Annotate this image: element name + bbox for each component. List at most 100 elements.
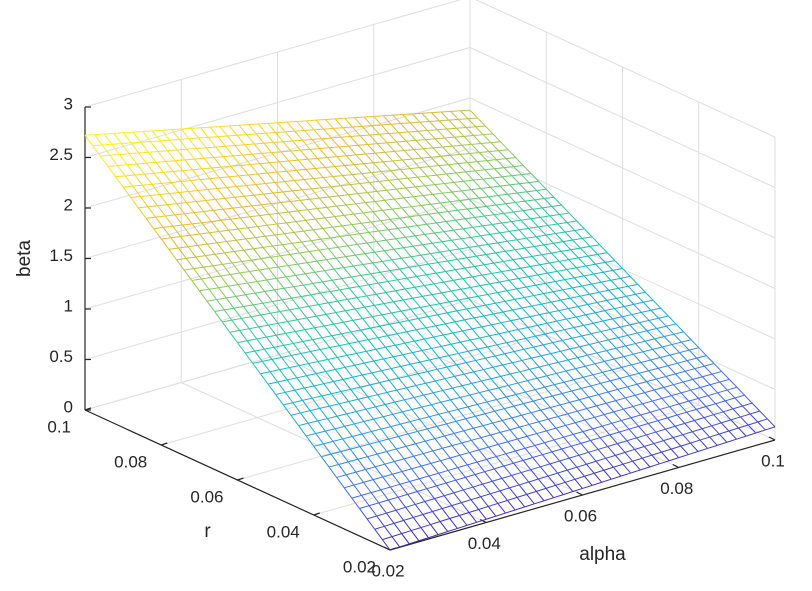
mesh-segment [476, 461, 486, 473]
mesh-segment [286, 169, 297, 172]
mesh-segment [373, 418, 382, 430]
mesh-segment [692, 431, 701, 441]
mesh-segment [551, 204, 562, 208]
mesh-segment [363, 421, 372, 432]
mesh-segment [517, 191, 528, 194]
mesh-segment [329, 291, 339, 302]
mesh-segment [423, 285, 433, 295]
mesh-segment [663, 386, 672, 396]
mesh-segment [463, 135, 472, 145]
mesh-segment [375, 404, 386, 408]
mesh-segment [513, 462, 522, 473]
mesh-segment [235, 296, 244, 307]
mesh-segment [450, 154, 459, 164]
mesh-segment [421, 203, 431, 206]
mesh-segment [553, 241, 564, 244]
mesh-segment [258, 326, 267, 338]
mesh-segment [398, 322, 408, 333]
mesh-segment [370, 172, 380, 182]
mesh-segment [471, 380, 482, 384]
mesh-segment [522, 460, 532, 471]
mesh-segment [617, 440, 628, 445]
mesh-segment [549, 463, 559, 474]
mesh-segment [580, 247, 589, 257]
mesh-segment [419, 307, 429, 317]
z-tick-label: 0.5 [49, 347, 73, 366]
mesh-segment [477, 348, 486, 359]
mesh-segment [334, 428, 344, 440]
mesh-segment [522, 208, 533, 212]
mesh-segment [511, 417, 520, 428]
mesh-segment [459, 512, 470, 516]
mesh-segment [291, 353, 301, 356]
mesh-segment [621, 367, 630, 377]
mesh-segment [460, 394, 470, 398]
mesh-segment [486, 401, 496, 412]
mesh-segment [319, 196, 329, 199]
mesh-segment [593, 472, 603, 483]
mesh-segment [606, 252, 616, 261]
mesh-segment [459, 454, 468, 466]
mesh-segment [232, 206, 243, 209]
mesh-segment [614, 260, 623, 269]
mesh-segment [468, 247, 477, 257]
mesh-segment [368, 502, 379, 507]
mesh-segment [301, 294, 311, 297]
mesh-segment [398, 177, 408, 180]
mesh-segment [390, 368, 400, 379]
mesh-segment [530, 216, 541, 220]
mesh-segment [469, 449, 480, 454]
mesh-segment [324, 167, 334, 177]
mesh-segment [414, 286, 423, 297]
mesh-segment [417, 223, 427, 227]
mesh-segment [431, 294, 441, 305]
x-tick-mark [576, 491, 583, 496]
mesh-segment [467, 118, 476, 128]
mesh-segment [470, 285, 481, 288]
mesh-segment [475, 306, 485, 317]
mesh-segment [208, 136, 218, 138]
mesh-segment [342, 435, 353, 440]
mesh-segment [248, 124, 257, 135]
mesh-segment [423, 193, 433, 197]
mesh-segment [392, 159, 403, 162]
mesh-segment [651, 451, 662, 456]
mesh-segment [422, 294, 433, 297]
mesh-segment [251, 259, 260, 271]
mesh-segment [514, 348, 524, 353]
mesh-segment [407, 176, 418, 179]
mesh-segment [292, 402, 301, 414]
mesh-segment [434, 380, 444, 391]
mesh-segment [545, 484, 556, 489]
mesh-segment [388, 227, 398, 231]
mesh-segment [455, 218, 466, 221]
mesh-segment [513, 459, 524, 464]
mesh-segment [336, 205, 345, 216]
mesh-segment [357, 191, 368, 195]
mesh-segment [450, 396, 461, 401]
mesh-segment [652, 349, 661, 358]
mesh-segment [657, 417, 668, 422]
mesh-segment [296, 121, 305, 131]
mesh-segment [509, 231, 518, 241]
mesh-segment [190, 180, 199, 191]
mesh-segment [400, 310, 410, 321]
mesh-segment [407, 225, 418, 228]
mesh-segment [517, 435, 528, 440]
mesh-segment [627, 386, 636, 396]
mesh-segment [226, 187, 236, 198]
mesh-segment [493, 260, 504, 264]
mesh-segment [220, 275, 229, 287]
mesh-segment [255, 291, 265, 294]
mesh-segment [559, 259, 569, 262]
mesh-segment [431, 348, 440, 359]
mesh-segment [457, 409, 467, 420]
mesh-segment [244, 194, 254, 197]
mesh-segment [180, 180, 191, 183]
mesh-segment [253, 302, 263, 306]
mesh-segment [440, 399, 451, 403]
mesh-segment [451, 191, 460, 201]
mesh-segment [744, 394, 753, 404]
mesh-segment [428, 213, 437, 224]
mesh-segment [379, 325, 388, 337]
